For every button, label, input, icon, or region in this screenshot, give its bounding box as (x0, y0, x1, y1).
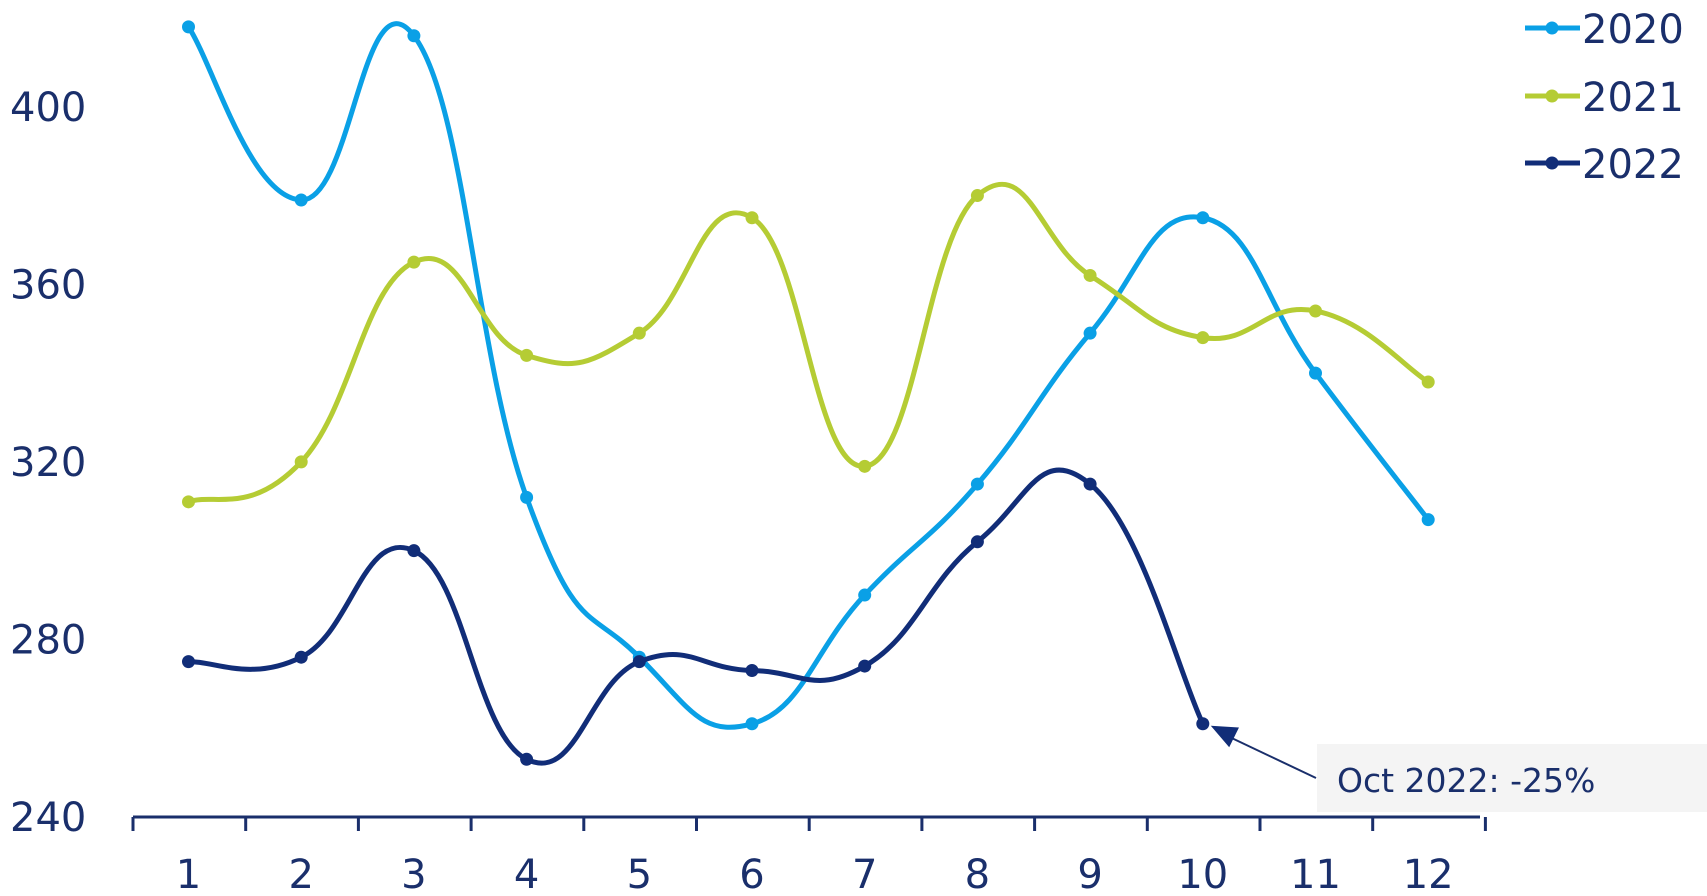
x-tick-label: 2 (288, 852, 313, 896)
data-point (745, 211, 759, 225)
data-point (182, 495, 195, 509)
y-tick-label: 360 (10, 262, 86, 308)
y-tick-label: 400 (10, 85, 86, 131)
series-line-2021 (186, 181, 1431, 505)
x-axis-tick-marks (131, 817, 1487, 831)
data-point (858, 459, 872, 473)
x-tick-label: 6 (739, 852, 764, 896)
data-point (632, 326, 646, 340)
data-point (1309, 304, 1322, 318)
x-tick-label: 3 (401, 852, 426, 896)
x-tick-label: 11 (1290, 852, 1341, 896)
annotation-box (1317, 744, 1707, 812)
series-line-2020 (186, 21, 1431, 730)
data-point (182, 655, 195, 669)
data-point (294, 193, 308, 207)
annotation-arrowhead (1210, 725, 1239, 748)
legend-marker (1545, 21, 1559, 35)
data-point (520, 490, 534, 504)
legend-item-2022: 2022 (1525, 142, 1684, 188)
data-point (970, 535, 984, 549)
legend-item-2020: 2020 (1525, 7, 1684, 53)
data-point (858, 659, 872, 673)
data-point (520, 752, 534, 766)
legend-marker (1545, 89, 1559, 103)
series-line-2022 (186, 467, 1206, 766)
y-tick-label: 240 (10, 795, 86, 841)
x-tick-label: 9 (1077, 852, 1102, 896)
data-point (1421, 513, 1435, 527)
data-point (1421, 375, 1435, 389)
data-point (294, 455, 308, 469)
series-2021 (182, 181, 1435, 509)
legend-marker (1545, 156, 1559, 170)
data-point (745, 664, 759, 678)
data-point (632, 655, 646, 669)
x-tick-label: 5 (627, 852, 652, 896)
annotation: Oct 2022: -25% (1210, 725, 1707, 812)
series-lines (182, 20, 1435, 766)
data-point (1196, 331, 1210, 345)
data-point (1083, 477, 1097, 491)
legend-label: 2021 (1582, 75, 1684, 121)
legend-item-2021: 2021 (1525, 75, 1684, 121)
data-point (520, 348, 534, 362)
legend: 2020 2021 2022 (1525, 7, 1684, 188)
data-point (407, 544, 421, 558)
x-axis-tick-labels: 1 2 3 4 5 6 7 8 9 10 11 12 (176, 852, 1454, 896)
x-tick-label: 8 (965, 852, 990, 896)
data-point (294, 650, 308, 664)
data-point (858, 588, 872, 602)
data-point (745, 717, 759, 731)
data-point (182, 20, 195, 34)
legend-label: 2022 (1582, 142, 1684, 188)
data-point (1309, 366, 1322, 380)
data-point (1083, 268, 1097, 282)
data-point (1196, 717, 1210, 731)
x-tick-label: 4 (514, 852, 539, 896)
x-tick-label: 1 (176, 852, 201, 896)
annotation-label: Oct 2022: -25% (1337, 761, 1595, 800)
annotation-arrow-line (1224, 733, 1317, 779)
legend-label: 2020 (1582, 7, 1684, 53)
series-2020 (182, 20, 1435, 731)
data-point (1083, 326, 1097, 340)
data-point (407, 29, 421, 43)
x-tick-label: 7 (852, 852, 877, 896)
x-tick-label: 12 (1403, 852, 1454, 896)
y-tick-label: 320 (10, 440, 86, 486)
x-tick-label: 10 (1177, 852, 1228, 896)
series-2022 (182, 467, 1210, 766)
data-point (407, 255, 421, 269)
data-point (970, 189, 984, 203)
data-point (1196, 211, 1210, 225)
y-tick-label: 280 (10, 617, 86, 663)
data-point (970, 477, 984, 491)
y-axis-tick-labels: 240 280 320 360 400 (10, 85, 86, 841)
